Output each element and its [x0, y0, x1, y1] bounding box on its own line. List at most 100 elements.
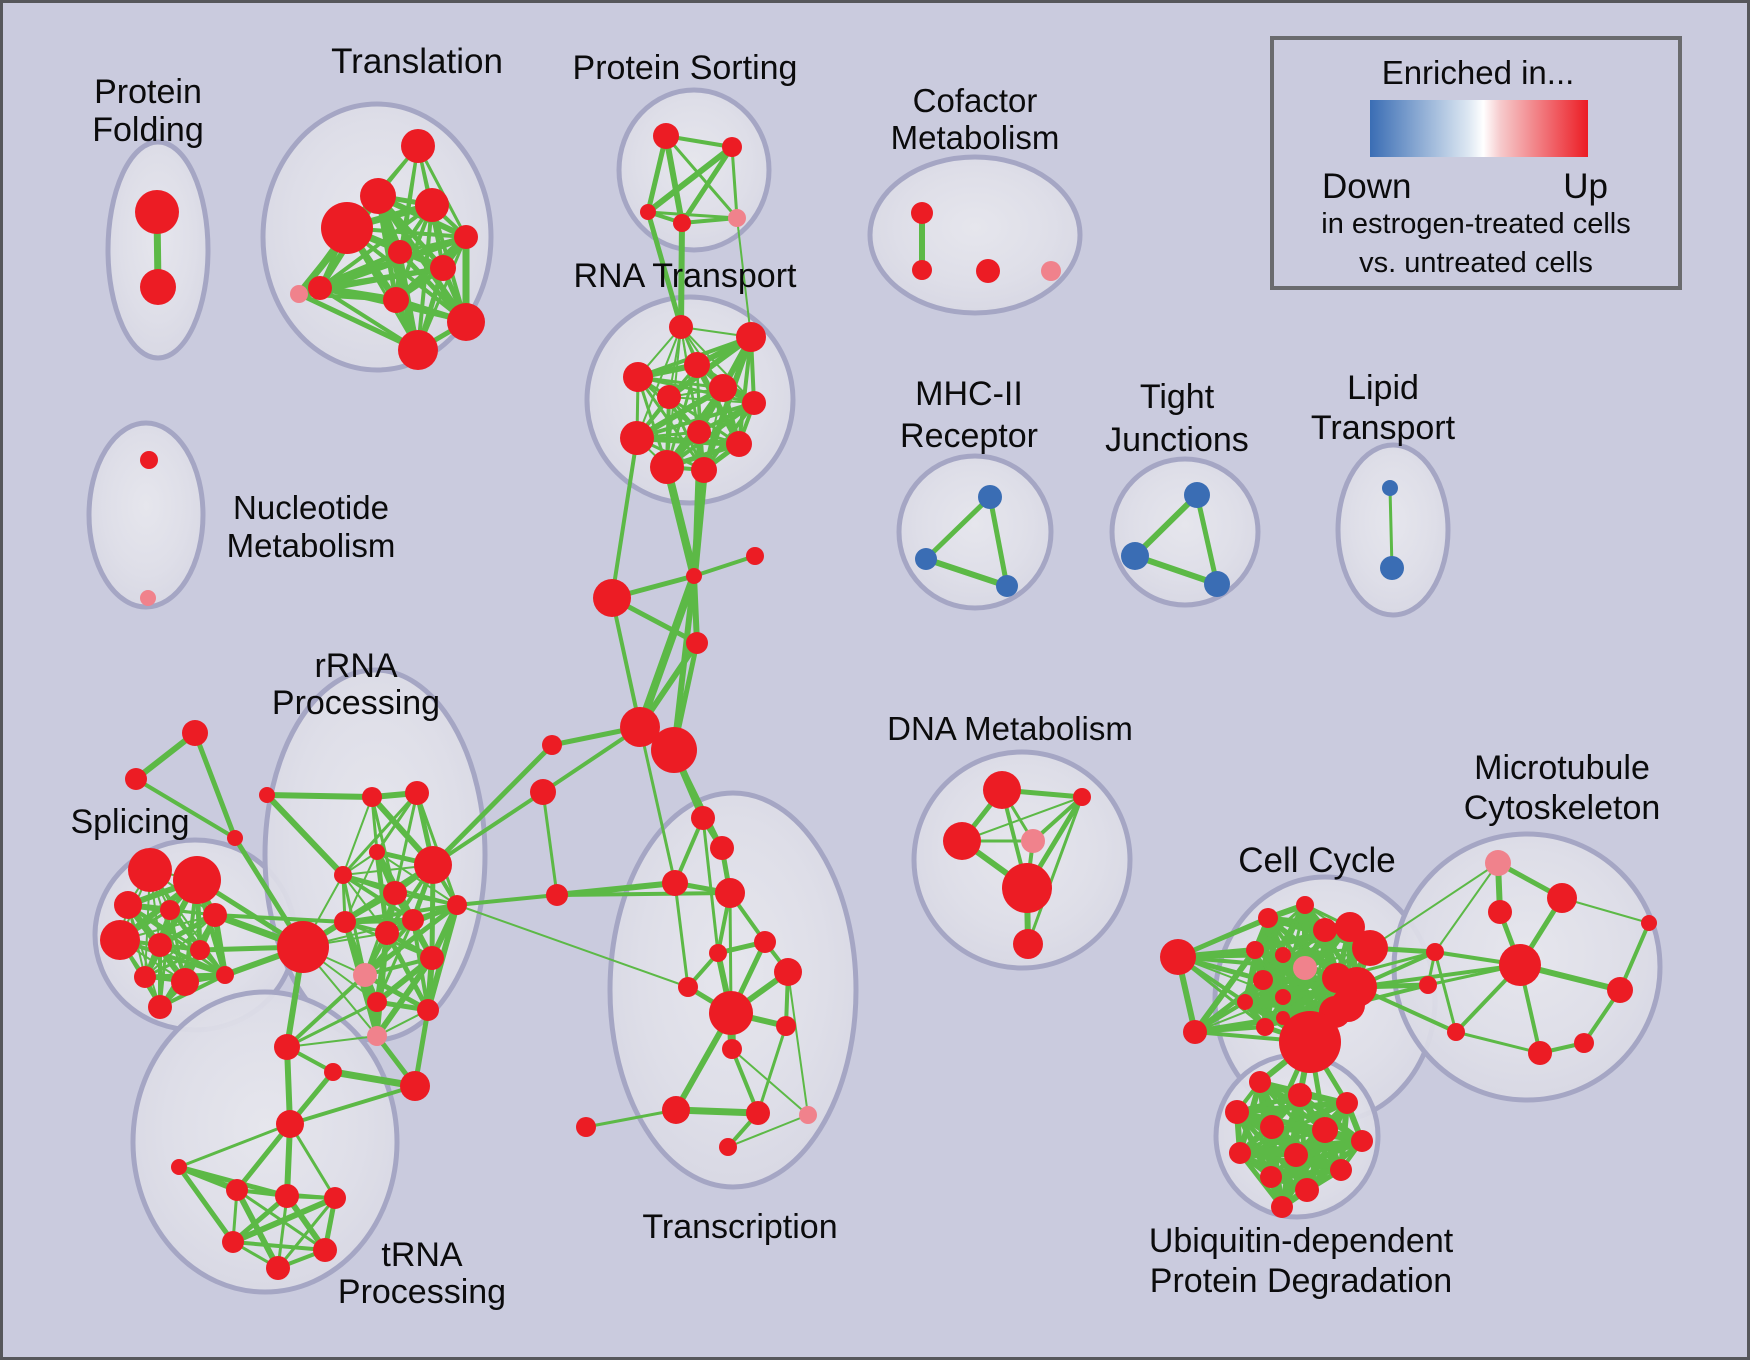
network-node [401, 129, 435, 163]
network-node [1336, 1092, 1358, 1114]
network-node [1485, 850, 1511, 876]
network-edge [288, 1122, 337, 1200]
network-node [414, 846, 452, 884]
network-edge [276, 1196, 337, 1270]
network-edge [692, 554, 757, 578]
network-node [383, 287, 409, 313]
cluster-label-lipid-transport: Lipid Transport [1311, 369, 1456, 447]
network-edge [231, 1240, 327, 1252]
network-edge [663, 133, 685, 226]
network-node [447, 303, 485, 341]
network-node [709, 944, 727, 962]
cluster-ellipse-nucleotide-metabolism [86, 420, 206, 610]
network-node [593, 579, 631, 617]
network-edge [431, 790, 545, 867]
network-edge [756, 1024, 788, 1115]
cluster-label-line: Processing [272, 684, 440, 722]
network-edge [384, 930, 431, 1013]
network-node [171, 968, 199, 996]
network-node [140, 590, 156, 606]
network-edge [455, 893, 559, 907]
network-node [140, 451, 158, 469]
cluster-label-line: Ubiquitin-dependent [1149, 1222, 1454, 1260]
network-node [1204, 571, 1230, 597]
network-edge [318, 203, 434, 290]
network-edge [286, 1035, 378, 1048]
network-node [369, 844, 385, 860]
network-node [430, 255, 456, 281]
network-edge [923, 556, 1010, 589]
network-node [742, 391, 766, 415]
network-node [715, 878, 745, 908]
network-edge [230, 1195, 338, 1245]
network-node [1288, 1083, 1312, 1107]
network-edge [668, 396, 755, 404]
network-edge [961, 796, 1083, 842]
network-edge [213, 913, 347, 924]
network-node [417, 999, 439, 1021]
network-node [388, 240, 412, 264]
network-edge [375, 918, 415, 1004]
cluster-label-line: tRNA [381, 1236, 463, 1274]
network-edge [787, 971, 809, 1116]
network-node [996, 575, 1018, 597]
network-node [1279, 1011, 1341, 1073]
network-node [1013, 929, 1043, 959]
network-node [978, 485, 1002, 509]
cluster-label-cofactor-metabolism: Cofactor Metabolism [891, 82, 1060, 156]
network-edge [541, 790, 559, 897]
network-edge [1192, 947, 1258, 1035]
network-edge [374, 955, 435, 1039]
legend-subtitle-line1: in estrogen-treated cells [1321, 208, 1631, 240]
cluster-label-tight-junctions: Tight Junctions [1105, 378, 1249, 459]
cluster-label-transcription: Transcription [642, 1208, 837, 1246]
cluster-label-line: Protein Degradation [1150, 1262, 1452, 1300]
network-edge [673, 881, 690, 989]
network-node [321, 202, 373, 254]
network-node [190, 940, 210, 960]
cluster-ellipse-mhc-ii-receptor [896, 453, 1054, 611]
network-edge [1355, 963, 1522, 989]
network-node [160, 900, 180, 920]
legend-title: Enriched in... [1382, 54, 1575, 91]
network-edge [134, 777, 237, 840]
network-node [530, 779, 556, 805]
network-node [171, 1159, 187, 1175]
legend-subtitle-line2: vs. untreated cells [1359, 247, 1593, 279]
network-node [1331, 988, 1365, 1022]
network-edge [610, 436, 639, 600]
network-node [911, 202, 933, 224]
network-node [1073, 788, 1091, 806]
network-node [1225, 1100, 1249, 1124]
network-edge [342, 796, 373, 876]
network-node [334, 911, 356, 933]
network-edge [584, 1108, 678, 1129]
network-node [691, 457, 717, 483]
network-node [367, 992, 387, 1012]
network-node [128, 848, 172, 892]
network-node [334, 866, 352, 884]
cluster-label-mhc-ii-receptor: MHC-II Receptor [900, 375, 1038, 455]
network-node [623, 362, 653, 392]
cluster-labels: Protein Folding Translation Protein Sorting… [70, 42, 1660, 1311]
network-node [1276, 1011, 1290, 1025]
network-node [915, 548, 937, 570]
network-node [687, 420, 711, 444]
network-node [1312, 1117, 1338, 1143]
network-edge [176, 1164, 236, 1245]
network-node [266, 1256, 290, 1280]
cluster-label-nucleotide-metabolism: Nucleotide Metabolism [227, 489, 396, 564]
network-node [662, 870, 688, 896]
network-node [709, 991, 753, 1035]
network-node [1184, 482, 1210, 508]
network-node [669, 315, 693, 339]
network-node [1313, 918, 1337, 942]
network-edge [192, 730, 238, 841]
network-node [754, 931, 776, 953]
network-node [657, 385, 681, 409]
network-node [114, 891, 142, 919]
network-node [1295, 1178, 1319, 1202]
network-edge [177, 1122, 292, 1169]
network-node [276, 1110, 304, 1138]
